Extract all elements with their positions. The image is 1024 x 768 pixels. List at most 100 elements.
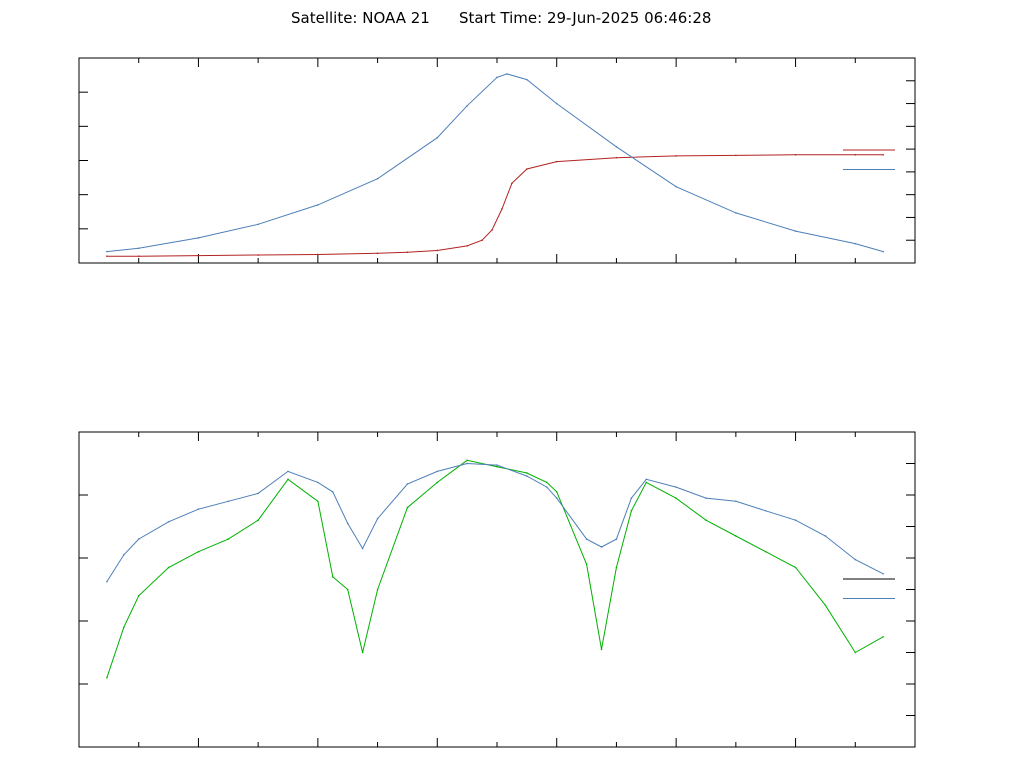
data-point	[106, 676, 108, 679]
data-point	[481, 239, 483, 242]
data-point	[585, 538, 588, 540]
data-point	[376, 177, 379, 180]
start-time-label: Start Time: 29-Jun-2025 06:46:28	[459, 9, 711, 27]
data-point	[526, 168, 528, 170]
data-point	[137, 595, 140, 597]
data-point	[735, 212, 737, 214]
data-point	[585, 563, 588, 566]
data-point	[491, 229, 493, 231]
data-point	[106, 250, 108, 253]
data-point	[545, 486, 548, 488]
data-point	[854, 651, 857, 654]
data-point	[854, 154, 857, 156]
data-point	[317, 253, 319, 256]
data-point	[137, 247, 140, 249]
data-point	[794, 154, 797, 156]
data-point	[501, 208, 503, 210]
data-point	[735, 535, 737, 537]
data-point	[227, 500, 230, 503]
data-point	[794, 566, 797, 569]
position-chart	[78, 57, 916, 264]
data-point	[882, 572, 884, 575]
data-point	[600, 546, 603, 548]
data-point	[122, 554, 125, 556]
data-point	[257, 492, 259, 495]
data-point	[675, 185, 677, 188]
data-point	[287, 470, 289, 473]
data-point	[257, 254, 259, 256]
receive-signal-chart	[78, 431, 916, 748]
data-point	[675, 155, 677, 157]
data-point	[555, 491, 558, 493]
data-point	[466, 245, 468, 247]
data-point	[197, 237, 200, 239]
data-point	[436, 470, 439, 473]
data-point	[882, 154, 884, 156]
data-point	[106, 580, 108, 583]
data-point	[496, 465, 498, 468]
data-point	[854, 242, 857, 245]
data-point	[376, 588, 379, 591]
data-point	[600, 648, 603, 651]
data-point	[167, 520, 170, 523]
data-point	[555, 497, 558, 499]
series-line-azimuth	[106, 154, 884, 257]
data-point	[466, 462, 468, 465]
data-point	[331, 576, 334, 578]
data-point	[824, 535, 827, 537]
data-point	[257, 223, 259, 226]
data-point	[824, 604, 827, 607]
series-line-signal-level	[106, 459, 884, 678]
data-point	[705, 519, 707, 521]
data-point	[406, 483, 409, 485]
plot-frame	[78, 57, 916, 264]
data-point	[645, 481, 648, 484]
plot-frame	[78, 431, 916, 748]
data-point	[227, 538, 230, 540]
data-point	[376, 517, 379, 520]
data-point	[436, 249, 439, 252]
data-point	[506, 73, 508, 75]
data-point	[331, 491, 334, 493]
data-point	[630, 497, 633, 499]
data-point	[630, 509, 633, 512]
data-point	[361, 547, 364, 550]
data-point	[764, 509, 767, 512]
data-point	[854, 558, 857, 561]
data-point	[376, 252, 379, 255]
data-point	[317, 500, 319, 503]
data-point	[406, 251, 409, 253]
data-point	[122, 626, 125, 629]
data-point	[794, 230, 797, 232]
data-point	[317, 481, 319, 484]
data-point	[106, 255, 108, 257]
data-point	[705, 497, 707, 499]
data-point	[555, 160, 558, 163]
data-point	[346, 588, 349, 591]
satellite-label: Satellite: NOAA 21	[291, 9, 430, 27]
data-point	[361, 651, 364, 654]
data-point	[287, 478, 289, 481]
data-point	[511, 182, 513, 185]
data-point	[436, 481, 439, 484]
series-line-ebno	[106, 462, 884, 582]
data-point	[555, 102, 558, 105]
data-point	[764, 550, 767, 553]
data-point	[526, 472, 528, 474]
data-point	[735, 500, 737, 503]
data-point	[882, 250, 884, 253]
data-point	[615, 156, 618, 159]
data-point	[197, 550, 200, 553]
data-point	[137, 538, 140, 540]
data-point	[466, 459, 468, 462]
data-point	[167, 566, 170, 569]
data-point	[794, 519, 797, 521]
data-point	[197, 254, 200, 257]
data-point	[526, 78, 528, 81]
data-point	[257, 519, 259, 521]
data-point	[197, 508, 200, 510]
data-point	[882, 635, 884, 638]
data-point	[615, 146, 618, 148]
data-point	[545, 481, 548, 484]
